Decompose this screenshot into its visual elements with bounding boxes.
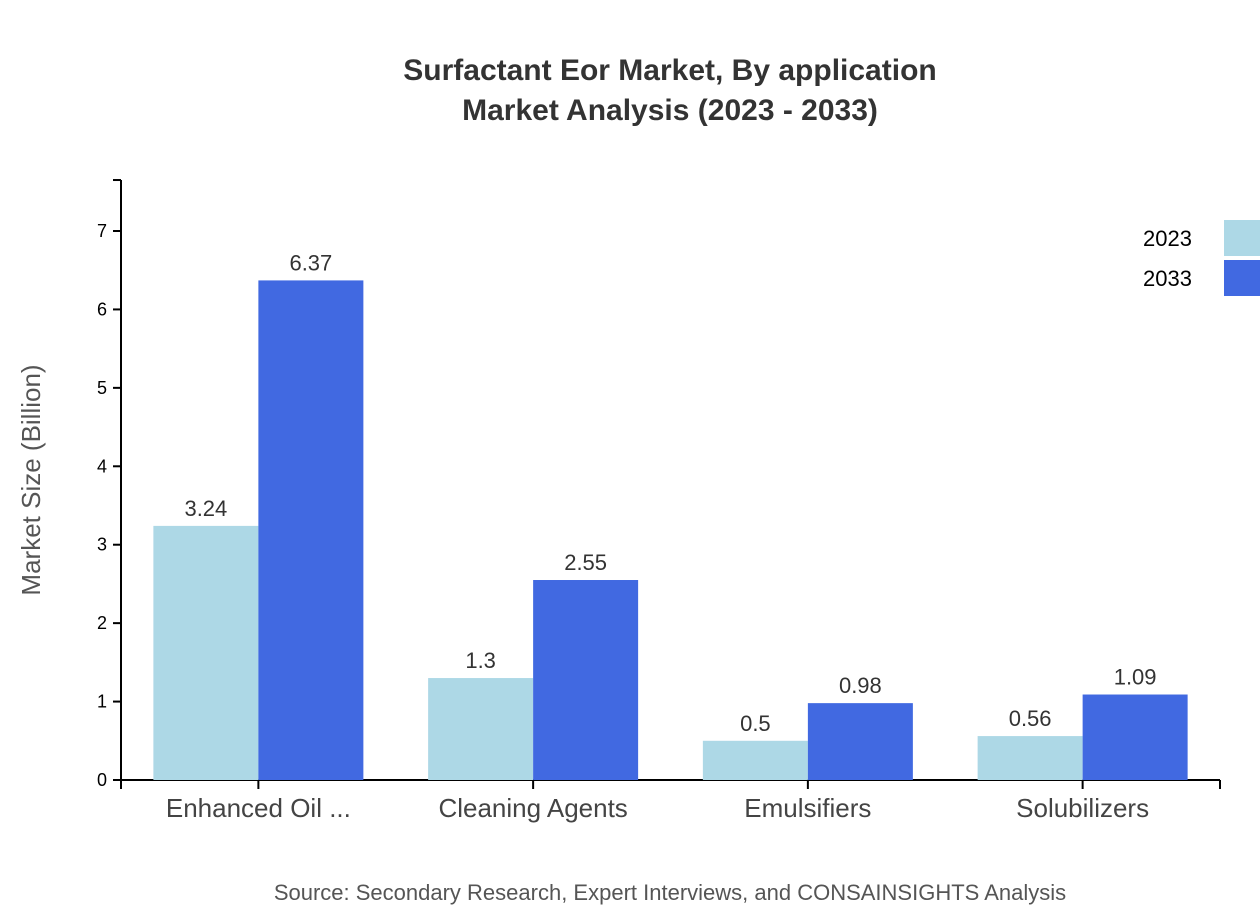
y-tick-label: 5 [97, 378, 107, 398]
chart-title-line-1: Surfactant Eor Market, By application [403, 54, 936, 87]
legend-label: 2033 [1143, 266, 1192, 291]
y-tick-label: 4 [97, 456, 107, 476]
legend-swatch [1224, 220, 1260, 256]
data-label: 1.09 [1114, 665, 1157, 690]
bar-2023 [977, 736, 1083, 780]
bar-2023 [153, 525, 259, 780]
source-note: Source: Secondary Research, Expert Inter… [274, 880, 1066, 905]
y-tick-label: 0 [97, 770, 107, 790]
bar-2033 [1082, 694, 1188, 780]
data-label: 0.5 [740, 711, 771, 736]
x-tick-label: Solubilizers [1016, 793, 1149, 823]
bar-2033 [807, 703, 913, 780]
bar-2023 [702, 740, 808, 780]
x-tick-label: Cleaning Agents [438, 793, 627, 823]
bar-2033 [258, 280, 364, 780]
data-label: 0.56 [1009, 706, 1052, 731]
x-tick-label: Enhanced Oil ... [166, 793, 351, 823]
data-label: 3.24 [184, 496, 227, 521]
y-tick-label: 3 [97, 535, 107, 555]
y-tick-label: 1 [97, 692, 107, 712]
data-label: 1.3 [465, 648, 496, 673]
data-label: 6.37 [289, 250, 332, 275]
bar-2023 [428, 678, 534, 780]
x-tick-label: Emulsifiers [744, 793, 871, 823]
y-axis-label: Market Size (Billion) [16, 364, 46, 595]
chart-title-line-2: Market Analysis (2023 - 2033) [462, 94, 878, 127]
legend-swatch [1224, 260, 1260, 296]
y-tick-label: 6 [97, 299, 107, 319]
data-label: 0.98 [839, 673, 882, 698]
bar-2033 [533, 580, 639, 780]
data-label: 2.55 [564, 550, 607, 575]
legend-label: 2023 [1143, 226, 1192, 251]
y-tick-label: 2 [97, 613, 107, 633]
y-tick-label: 7 [97, 221, 107, 241]
